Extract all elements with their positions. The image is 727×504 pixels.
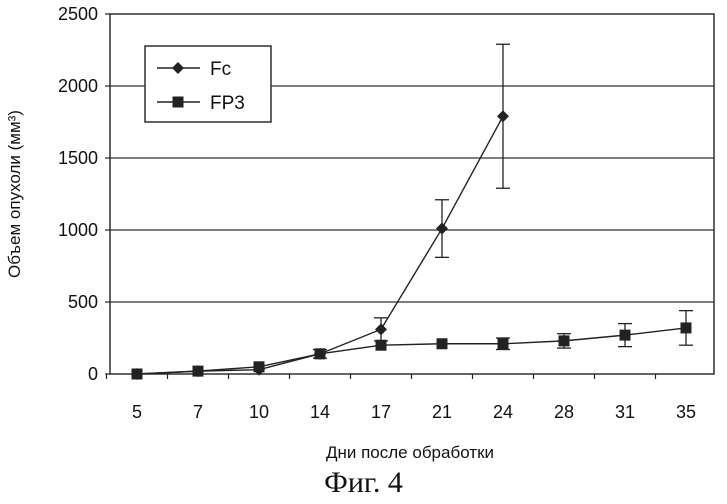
x-tick-label: 31 — [615, 402, 635, 422]
x-tick-label: 17 — [371, 402, 391, 422]
legend-marker — [173, 97, 184, 108]
x-tick-label: 35 — [676, 402, 696, 422]
data-point-fp3 — [254, 361, 265, 372]
data-point-fp3 — [681, 322, 692, 333]
y-tick-label: 2000 — [58, 76, 98, 96]
data-point-fc — [436, 223, 448, 235]
y-tick-label: 0 — [88, 364, 98, 384]
data-point-fp3 — [376, 340, 387, 351]
data-point-fp3 — [498, 338, 509, 349]
y-tick-label: 1000 — [58, 220, 98, 240]
series-line-fp3 — [137, 328, 686, 374]
y-tick-label: 2500 — [58, 4, 98, 24]
legend: Fc FP3 — [145, 46, 271, 122]
x-tick-label: 21 — [432, 402, 452, 422]
y-axis-ticks: 0 500 1000 1500 2000 2500 — [58, 4, 110, 384]
x-tick-label: 14 — [310, 402, 330, 422]
data-point-fp3 — [620, 330, 631, 341]
series-fp3 — [132, 311, 694, 380]
data-point-fp3 — [437, 338, 448, 349]
y-axis-title: Объем опухоли (мм³) — [5, 110, 24, 278]
x-tick-label: 7 — [193, 402, 203, 422]
legend-box — [145, 46, 271, 122]
legend-label: FP3 — [210, 93, 245, 114]
data-point-fc — [375, 323, 387, 335]
data-point-fc — [497, 110, 509, 122]
data-point-fp3 — [315, 348, 326, 359]
series-line-fc — [137, 116, 503, 374]
x-tick-label: 5 — [132, 402, 142, 422]
x-tick-label: 28 — [554, 402, 574, 422]
data-point-fp3 — [193, 366, 204, 377]
data-point-fp3 — [559, 335, 570, 346]
y-tick-label: 1500 — [58, 148, 98, 168]
legend-label: Fc — [210, 59, 231, 80]
x-axis-ticks: 5 7 10 14 17 21 24 28 31 35 — [107, 374, 697, 422]
y-tick-label: 500 — [68, 292, 98, 312]
figure-caption: Фиг. 4 — [0, 466, 727, 500]
x-tick-label: 24 — [493, 402, 513, 422]
x-axis-title: Дни после обработки — [326, 443, 494, 462]
chart: 05001000150020002500 571014172124283135 … — [0, 0, 727, 470]
data-point-fp3 — [132, 369, 143, 380]
x-tick-label: 10 — [249, 402, 269, 422]
